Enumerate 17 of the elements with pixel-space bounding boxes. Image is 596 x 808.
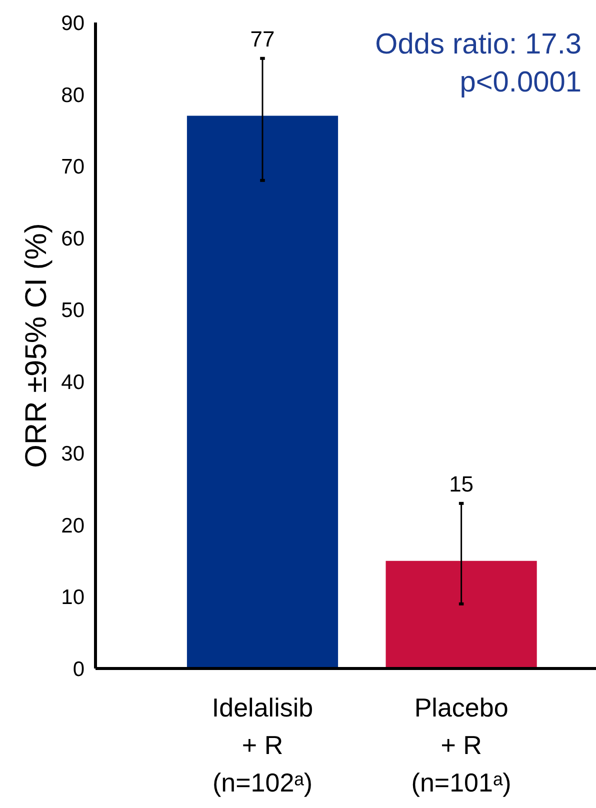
y-tick-label: 80 bbox=[61, 84, 84, 107]
y-tick-label: 90 bbox=[61, 12, 84, 35]
annotation: p<0.0001 bbox=[460, 66, 582, 98]
y-tick-label: 40 bbox=[61, 370, 84, 394]
x-tick-label: Placebo + R (n=101ᵃ) bbox=[411, 692, 512, 798]
y-tick-label: 30 bbox=[61, 442, 84, 466]
data-label: 15 bbox=[449, 471, 474, 496]
y-tick-label: 50 bbox=[61, 299, 84, 322]
data-label: 77 bbox=[250, 26, 275, 52]
annotation: Odds ratio: 17.3 bbox=[375, 28, 582, 60]
y-tick-label: 20 bbox=[61, 514, 84, 538]
y-axis-title: ORR ±95% CI (%) bbox=[20, 223, 54, 468]
y-tick-label: 70 bbox=[61, 156, 84, 179]
x-tick-label: Idelalisib + R (n=102ᵃ) bbox=[212, 692, 314, 798]
y-tick-label: 60 bbox=[61, 227, 84, 250]
y-tick-label: 10 bbox=[61, 586, 84, 610]
y-tick-label: 0 bbox=[72, 658, 85, 681]
